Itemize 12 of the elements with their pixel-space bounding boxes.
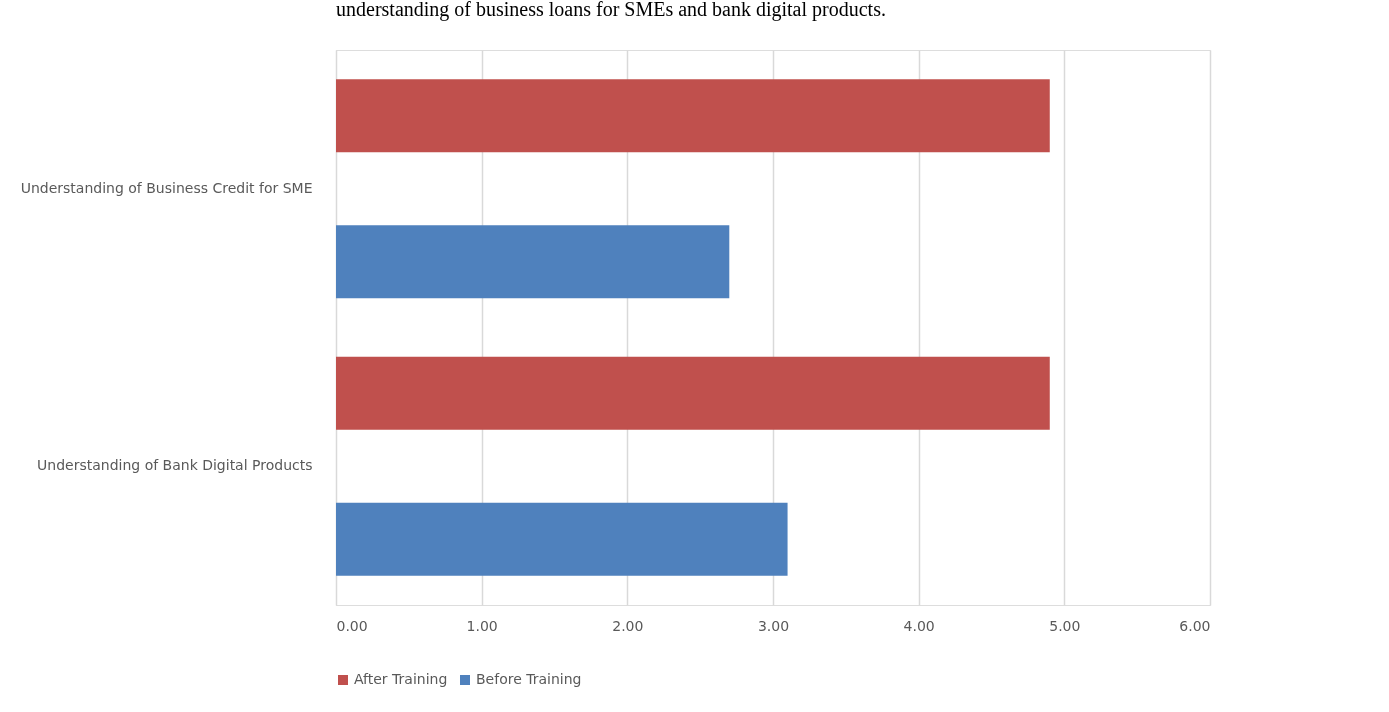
x-tick-label: 5.00 [1049,617,1081,634]
x-tick-label: 0.00 [336,617,368,634]
x-tick-label: 6.00 [1179,617,1211,634]
y-tick-label: Understanding of Bank Digital Products [37,457,313,474]
legend-label: After Training [354,671,448,687]
x-tick-label: 1.00 [466,617,498,634]
x-tick-label: 4.00 [903,617,935,634]
legend-label: Before Training [476,671,582,687]
text: understanding of business loans for SMEs and bank digital products. [336,0,886,21]
x-tick-label: 2.00 [612,617,644,634]
x-tick-label: 3.00 [757,617,790,634]
y-tick-label: Understanding of Business Credit for SME [20,179,313,196]
